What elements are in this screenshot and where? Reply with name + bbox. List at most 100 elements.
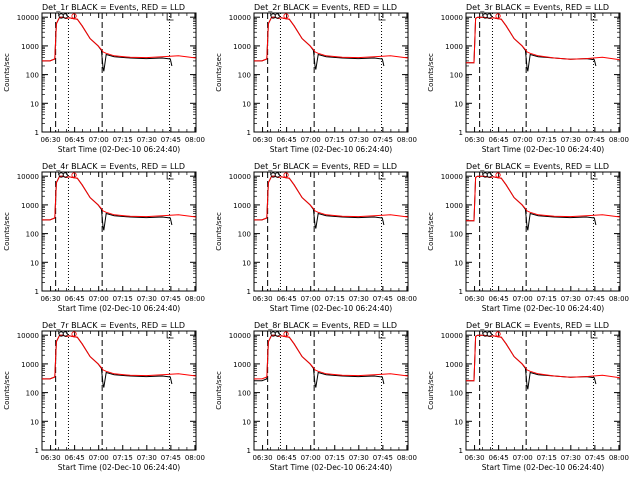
x-axis-label: Start Time (02-Dec-10 06:24:40) <box>482 463 604 472</box>
panel-title: Det_5r BLACK = Events, RED = LLD <box>254 162 397 171</box>
x-axis-label: Start Time (02-Dec-10 06:24:40) <box>270 304 392 313</box>
x-tick-label: 08:00 <box>185 454 205 462</box>
series-events-line <box>42 16 173 72</box>
saturation-marker <box>62 172 68 178</box>
y-tick-label: 10000 <box>229 173 251 181</box>
y-tick-label: 10000 <box>17 14 39 22</box>
x-tick-label: 06:30 <box>252 454 272 462</box>
x-tick-label: 07:00 <box>301 295 321 303</box>
panel-det-5: Det_5r BLACK = Events, RED = LLD Counts/s… <box>215 162 417 313</box>
y-axis-label: Counts/sec <box>215 212 223 251</box>
y-tick-label: 100 <box>450 231 463 239</box>
y-tick-label: 1 <box>35 288 39 296</box>
bracket-marker <box>166 331 174 339</box>
axes-frame <box>253 171 409 292</box>
x-tick-label: 07:45 <box>161 454 181 462</box>
x-tick-label: 07:30 <box>349 295 369 303</box>
x-axis-label: Start Time (02-Dec-10 06:24:40) <box>58 304 180 313</box>
y-tick-label: 100 <box>26 231 39 239</box>
x-tick-label: 07:45 <box>585 295 605 303</box>
x-tick-label: 08:00 <box>609 454 629 462</box>
x-tick-label: 06:30 <box>40 136 60 144</box>
saturation-marker <box>274 331 280 337</box>
y-tick-label: 10 <box>242 259 251 267</box>
x-tick-label: 07:30 <box>561 454 581 462</box>
y-tick-label: 1 <box>35 129 39 137</box>
x-tick-label: 06:45 <box>277 295 297 303</box>
x-tick-label: 07:45 <box>373 136 393 144</box>
y-tick-label: 1000 <box>445 361 463 369</box>
y-tick-label: 100 <box>26 72 39 80</box>
x-axis-label: Start Time (02-Dec-10 06:24:40) <box>482 304 604 313</box>
series-events-line <box>254 175 385 229</box>
x-tick-label: 07:00 <box>301 136 321 144</box>
y-tick-label: 100 <box>26 390 39 398</box>
series-lld-line <box>466 334 620 382</box>
saturation-marker-red <box>283 13 289 19</box>
x-tick-label: 08:00 <box>397 136 417 144</box>
panel-det-6: Det_6r BLACK = Events, RED = LLD Counts/s… <box>427 162 629 313</box>
saturation-marker-red <box>71 331 77 337</box>
panel-det-9: Det_9r BLACK = Events, RED = LLD Counts/s… <box>427 321 629 472</box>
axes-frame <box>465 330 621 451</box>
saturation-marker-red <box>283 331 289 337</box>
series-events-line <box>254 16 385 70</box>
y-tick-label: 1 <box>459 447 463 455</box>
x-axis-label: Start Time (02-Dec-10 06:24:40) <box>482 145 604 154</box>
y-tick-label: 10 <box>454 418 463 426</box>
y-axis-label: Counts/sec <box>3 212 11 251</box>
x-tick-label: 08:00 <box>609 295 629 303</box>
panel-det-3: Det_3r BLACK = Events, RED = LLD Counts/s… <box>427 3 629 154</box>
y-tick-label: 1000 <box>21 361 39 369</box>
panel-title: Det_3r BLACK = Events, RED = LLD <box>466 3 609 12</box>
x-tick-label: 07:45 <box>161 136 181 144</box>
x-axis-label: Start Time (02-Dec-10 06:24:40) <box>270 145 392 154</box>
bracket-marker <box>166 172 174 180</box>
y-tick-label: 1000 <box>21 43 39 51</box>
x-tick-label: 06:45 <box>489 454 509 462</box>
series-lld-line <box>42 175 196 221</box>
y-tick-label: 100 <box>450 390 463 398</box>
x-tick-label: 07:45 <box>585 136 605 144</box>
x-axis-label: Start Time (02-Dec-10 06:24:40) <box>58 145 180 154</box>
x-tick-label: 06:30 <box>464 454 484 462</box>
panel-title: Det_4r BLACK = Events, RED = LLD <box>42 162 185 171</box>
bracket-marker <box>166 13 174 21</box>
series-events-line <box>466 334 597 390</box>
x-tick-label: 06:30 <box>40 295 60 303</box>
x-tick-label: 07:45 <box>585 454 605 462</box>
saturation-marker-red <box>495 331 501 337</box>
y-tick-label: 10 <box>30 418 39 426</box>
x-tick-label: 06:45 <box>277 136 297 144</box>
y-tick-label: 1 <box>247 288 251 296</box>
y-tick-label: 1 <box>459 129 463 137</box>
panel-title: Det_6r BLACK = Events, RED = LLD <box>466 162 609 171</box>
saturation-marker <box>486 13 492 19</box>
axes-frame <box>41 12 197 133</box>
x-tick-label: 07:00 <box>89 136 109 144</box>
y-tick-label: 10 <box>454 259 463 267</box>
saturation-marker <box>486 172 492 178</box>
y-tick-label: 1000 <box>233 361 251 369</box>
series-lld-line <box>254 16 408 62</box>
x-tick-label: 07:00 <box>301 454 321 462</box>
saturation-marker-red <box>495 13 501 19</box>
x-axis-label: Start Time (02-Dec-10 06:24:40) <box>270 463 392 472</box>
axes-frame <box>253 330 409 451</box>
x-tick-label: 07:00 <box>513 454 533 462</box>
x-tick-label: 06:30 <box>40 454 60 462</box>
x-tick-label: 06:30 <box>464 136 484 144</box>
x-tick-label: 08:00 <box>185 136 205 144</box>
y-axis-label: Counts/sec <box>427 53 435 92</box>
x-axis-label: Start Time (02-Dec-10 06:24:40) <box>58 463 180 472</box>
series-events-line <box>42 334 173 388</box>
x-tick-label: 07:15 <box>325 454 345 462</box>
x-tick-label: 07:45 <box>373 295 393 303</box>
series-lld-line <box>254 334 408 380</box>
x-tick-label: 07:30 <box>137 136 157 144</box>
y-tick-label: 1 <box>247 447 251 455</box>
y-axis-label: Counts/sec <box>3 53 11 92</box>
panel-det-8: Det_8r BLACK = Events, RED = LLD Counts/s… <box>215 321 417 472</box>
y-axis-label: Counts/sec <box>427 212 435 251</box>
